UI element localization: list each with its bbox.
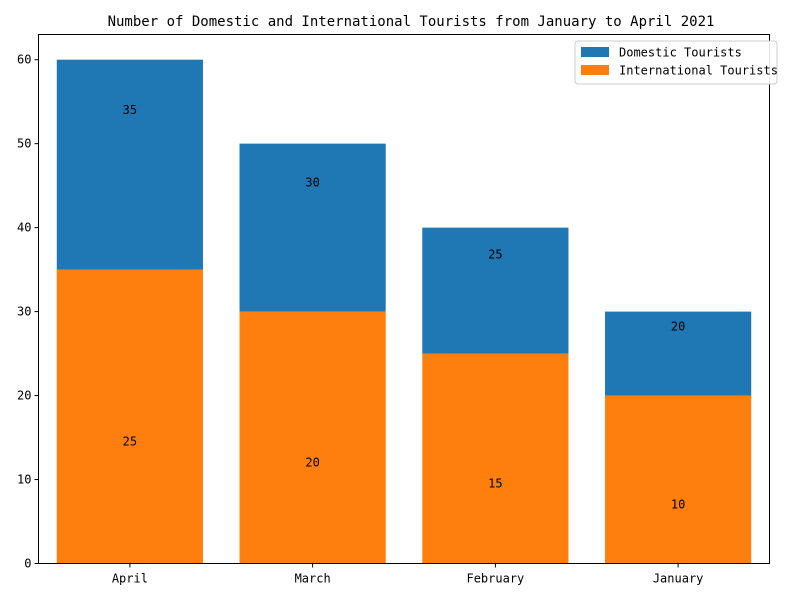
data-label-international-march: 20 xyxy=(305,456,319,470)
bar-international-tourists-january xyxy=(605,395,752,564)
data-label-international-january: 10 xyxy=(671,498,685,512)
plot-frame xyxy=(38,34,770,564)
bar-international-tourists-february xyxy=(422,353,569,564)
bar-domestic-tourists-february xyxy=(422,227,569,354)
y-tick-label-60: 60 xyxy=(17,53,31,67)
x-tick-label-march: March xyxy=(295,572,331,586)
x-tick-label-april: April xyxy=(112,572,148,586)
data-label-domestic-february: 25 xyxy=(488,247,502,261)
chart-title: Number of Domestic and International Tou… xyxy=(108,14,715,30)
bar-domestic-tourists-march xyxy=(239,143,386,312)
data-label-domestic-january: 20 xyxy=(671,320,685,334)
legend-frame xyxy=(574,40,778,85)
data-label-domestic-april: 35 xyxy=(123,103,137,117)
data-label-domestic-march: 30 xyxy=(305,175,319,189)
legend-label-international-tourists: International Tourists xyxy=(619,64,778,78)
y-tick-label-20: 20 xyxy=(17,389,31,403)
data-label-international-april: 25 xyxy=(123,435,137,449)
y-tick-label-50: 50 xyxy=(17,137,31,151)
bar-domestic-tourists-january xyxy=(605,311,752,396)
y-tick-label-40: 40 xyxy=(17,221,31,235)
y-tick-label-0: 0 xyxy=(24,557,31,571)
legend: Domestic Tourists International Tourists xyxy=(574,40,778,85)
legend-swatch-international-tourists xyxy=(581,65,609,75)
legend-label-domestic-tourists: Domestic Tourists xyxy=(619,46,742,60)
x-tick-label-february: February xyxy=(466,572,524,586)
y-tick-label-10: 10 xyxy=(17,473,31,487)
y-tick-label-30: 30 xyxy=(17,305,31,319)
bar-international-tourists-march xyxy=(239,311,386,564)
data-label-international-february: 15 xyxy=(488,477,502,491)
bar-international-tourists-april xyxy=(56,269,203,564)
x-tick-label-january: January xyxy=(653,572,704,586)
bar-domestic-tourists-april xyxy=(56,59,203,270)
plot-area: 25 35 April 20 30 March 15 25 February 10 20 Januar… xyxy=(17,53,752,586)
legend-swatch-domestic-tourists xyxy=(581,47,609,57)
